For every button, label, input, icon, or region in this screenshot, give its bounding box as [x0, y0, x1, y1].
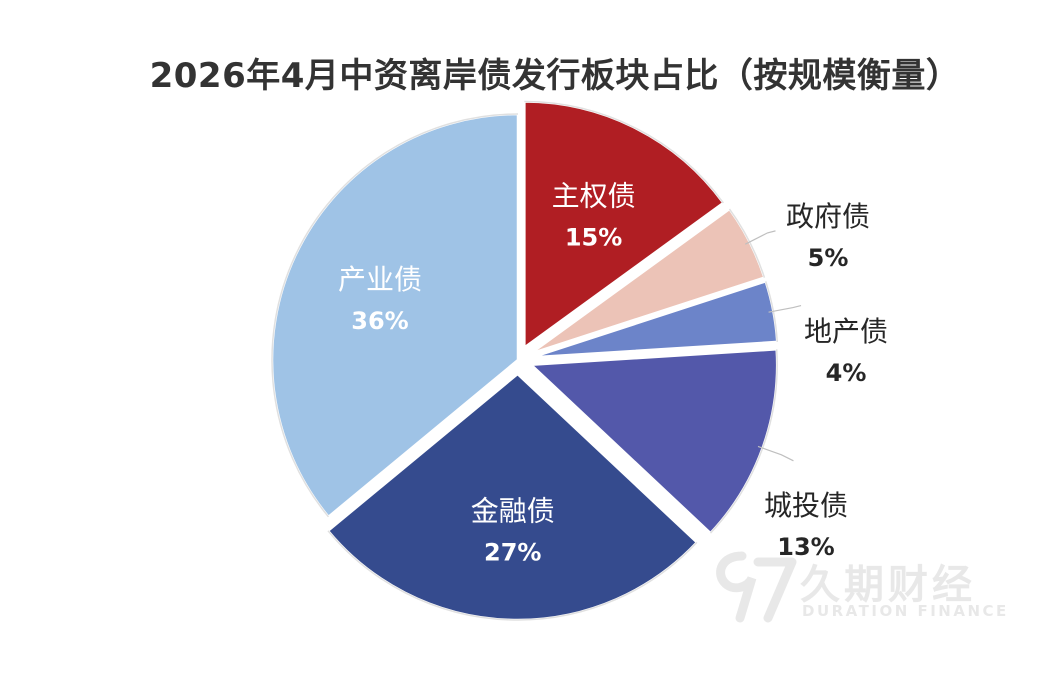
- chart-title: 2026年4月中资离岸债发行板块占比（按规模衡量）: [149, 56, 961, 96]
- watermark-brand-en: DURATION FINANCE: [802, 602, 1009, 620]
- slice-name-label-1: 主权债: [552, 180, 636, 213]
- pie-slice-edge-6: [271, 113, 519, 518]
- pie-slice-edge-1: [524, 100, 724, 204]
- slice-name-label-6: 产业债: [338, 263, 422, 296]
- leader-line-4: [757, 445, 794, 462]
- pie-slice-1: [523, 100, 726, 350]
- pie-slice-5: [326, 372, 699, 622]
- leader-line-3: [768, 304, 802, 313]
- slice-percent-label-3: 4%: [826, 359, 867, 387]
- watermark: 久期财经 DURATION FINANCE: [712, 548, 1032, 628]
- slice-percent-label-1: 15%: [565, 224, 622, 252]
- slice-name-label-5: 金融债: [471, 494, 555, 527]
- slice-name-label-2: 政府债: [786, 200, 870, 233]
- slice-percent-label-2: 5%: [808, 244, 849, 272]
- duration-finance-logo-icon: [716, 551, 797, 623]
- slice-name-label-4: 城投债: [764, 489, 848, 522]
- pie-slice-edge-5: [327, 530, 698, 621]
- slice-name-label-3: 地产债: [804, 315, 888, 348]
- pie-slice-6: [270, 112, 520, 519]
- slice-percent-label-4: 13%: [777, 533, 834, 561]
- leader-line-2: [745, 230, 776, 245]
- watermark-brand-cn: 久期财经: [800, 562, 976, 608]
- slice-percent-label-5: 27%: [484, 538, 541, 566]
- slice-percent-label-6: 36%: [351, 307, 408, 335]
